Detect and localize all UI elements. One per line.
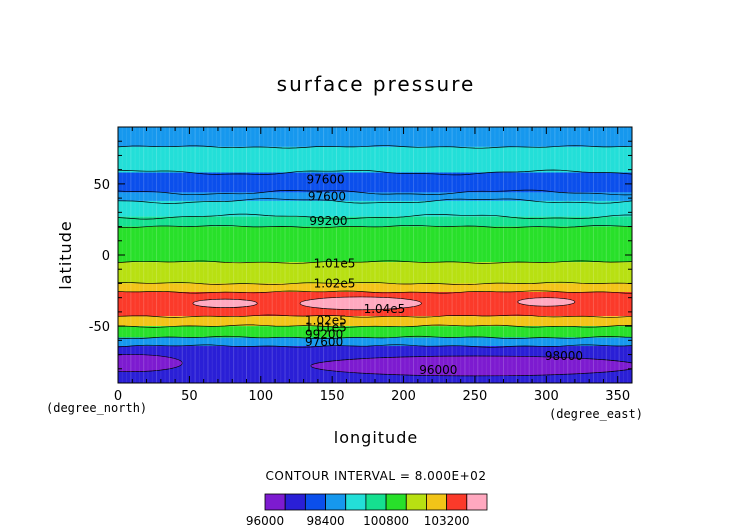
colorbar-swatch-7 [405, 493, 427, 511]
x-tick-label-5: 250 [463, 389, 488, 404]
x-tick-label-2: 100 [248, 389, 273, 404]
x-tick-label-6: 300 [534, 389, 559, 404]
pressure-band-0 [118, 127, 632, 147]
colorbar-label-2: 100800 [363, 514, 409, 528]
colorbar-label-3: 103200 [424, 514, 470, 528]
colorbar-label-1: 98400 [306, 514, 344, 528]
contour-fill-area [118, 127, 632, 383]
contour-line-7 [118, 281, 632, 286]
x-axis-unit: (degree_east) [549, 407, 643, 421]
contour-label-10: 98000 [545, 349, 583, 363]
contour-line-5 [118, 224, 632, 229]
x-tick-label-0: 0 [114, 389, 122, 404]
y-tick-label-1: 0 [102, 249, 110, 264]
contour-label-6: 1.02e5 [305, 313, 347, 327]
high-pressure-cell-1 [299, 296, 422, 311]
high-pressure-cell-0 [192, 298, 258, 308]
colorbar-swatch-4 [345, 493, 367, 511]
contour-line-2 [118, 189, 632, 196]
pressure-band-1 [118, 146, 632, 173]
low-pressure-cell-0 [118, 354, 183, 372]
pressure-band-3 [118, 192, 632, 201]
contour-line-12 [118, 344, 632, 348]
y-axis-title: latitude [56, 220, 75, 289]
contour-label-9: 97600 [305, 335, 343, 349]
colorbar-swatch-6 [385, 493, 407, 511]
x-tick-label-1: 50 [181, 389, 198, 404]
contour-labels: 9760097600992001.01e51.02e51.04e51.02e51… [305, 173, 583, 378]
high-pressure-cell-2 [517, 297, 576, 307]
pressure-band-12 [118, 337, 632, 347]
contour-line-8 [118, 290, 632, 294]
contour-line-11 [118, 335, 632, 340]
x-tick-label-3: 150 [320, 389, 345, 404]
colorbar-swatch-2 [304, 493, 326, 511]
contour-lines [118, 145, 632, 348]
pressure-band-8 [118, 283, 632, 292]
y-tick-label-0: 50 [93, 178, 110, 193]
pressure-band-4 [118, 200, 632, 217]
contour-label-2: 99200 [309, 214, 347, 228]
contour-line-6 [118, 260, 632, 264]
pressure-band-6 [118, 226, 632, 263]
colorbar-swatch-0 [264, 493, 286, 511]
pressure-band-10 [118, 316, 632, 327]
y-axis-unit: (degree_north) [46, 401, 147, 415]
x-tick-label-7: 350 [605, 389, 630, 404]
contour-line-3 [118, 198, 632, 204]
chart-title: surface pressure [277, 72, 476, 96]
contour-label-4: 1.02e5 [314, 276, 356, 290]
colorbar-label-0: 96000 [246, 514, 284, 528]
contour-label-8: 99200 [305, 328, 343, 342]
contour-label-7: 1.01e5 [305, 321, 347, 335]
axis-ticks: 0 50 100 150 200 250 300 350 50 0 -50 [89, 127, 632, 404]
contour-label-0: 97600 [306, 173, 344, 187]
pressure-band-7 [118, 262, 632, 284]
colorbar-swatch-1 [284, 493, 306, 511]
colorbar: 96000 98400 100800 103200 [246, 493, 488, 528]
contour-line-10 [118, 324, 632, 328]
colorbar-swatch-10 [466, 493, 488, 511]
contour-line-4 [118, 213, 632, 220]
pressure-band-11 [118, 326, 632, 338]
colorbar-swatch-5 [365, 493, 387, 511]
x-axis-title: longitude [334, 428, 418, 447]
colorbar-swatch-3 [325, 493, 347, 511]
colorbar-swatch-9 [446, 493, 468, 511]
x-tick-label-4: 200 [391, 389, 416, 404]
contour-label-5: 1.04e5 [364, 302, 406, 316]
contour-label-1: 97600 [308, 190, 346, 204]
contour-interval-label: CONTOUR INTERVAL = 8.000E+02 [266, 469, 487, 483]
contour-line-1 [118, 169, 632, 176]
pressure-band-5 [118, 216, 632, 227]
y-tick-label-2: -50 [89, 320, 110, 335]
contour-line-9 [118, 314, 632, 318]
colorbar-swatch-8 [426, 493, 448, 511]
contour-label-11: 96000 [419, 363, 457, 377]
contour-label-3: 1.01e5 [314, 257, 356, 271]
low-pressure-cell-1 [310, 355, 632, 377]
contour-line-0 [118, 145, 632, 149]
pressure-band-2 [118, 172, 632, 193]
